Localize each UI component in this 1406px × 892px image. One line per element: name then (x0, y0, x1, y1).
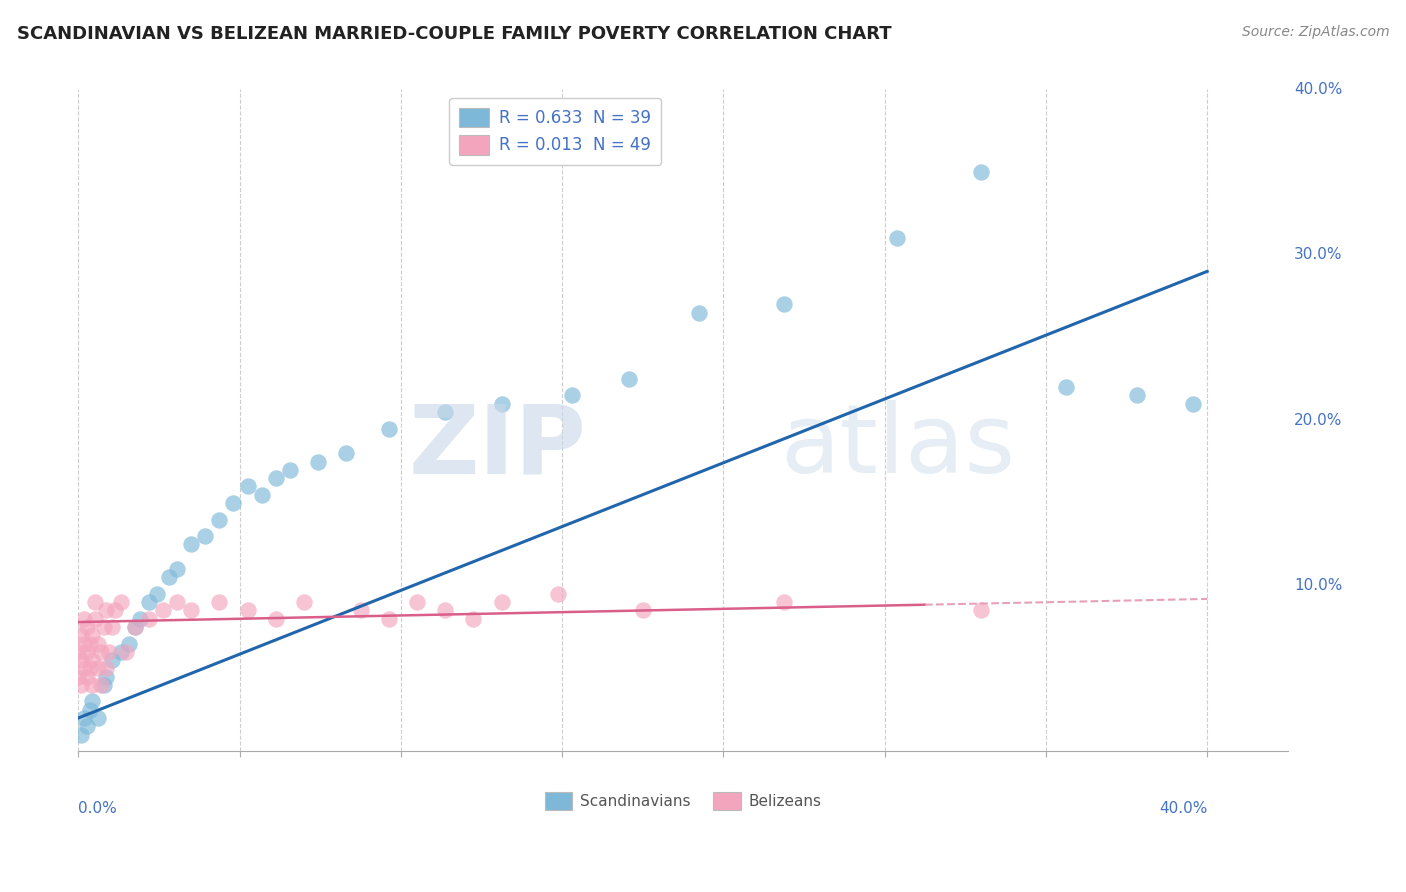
Point (208, 595, 231, 609)
Point (76, 645, 98, 659)
Point (236, 603, 259, 617)
Point (463, 612, 485, 626)
Point (124, 620, 146, 634)
Point (166, 595, 188, 609)
Point (87, 661, 110, 675)
Text: 0.0%: 0.0% (79, 801, 117, 816)
Point (82, 678, 104, 692)
Point (157, 570, 180, 584)
Text: 40.0%: 40.0% (1294, 82, 1343, 97)
Point (292, 595, 315, 609)
Point (1125, 388, 1147, 402)
Point (349, 603, 371, 617)
Point (688, 306, 710, 320)
Point (129, 612, 152, 626)
Point (124, 620, 146, 634)
Point (84, 612, 107, 626)
Text: 40.0%: 40.0% (1159, 801, 1208, 816)
Text: SCANDINAVIAN VS BELIZEAN MARRIED-COUPLE FAMILY POVERTY CORRELATION CHART: SCANDINAVIAN VS BELIZEAN MARRIED-COUPLE … (17, 25, 891, 43)
Point (90, 645, 112, 659)
Point (434, 405, 457, 419)
Point (76, 620, 98, 634)
Point (82, 694, 104, 708)
Point (101, 653, 124, 667)
Point (773, 595, 796, 609)
Point (96, 603, 118, 617)
Point (73, 637, 96, 651)
Point (73, 711, 96, 725)
Point (82, 653, 104, 667)
Point (335, 446, 357, 460)
Point (96, 670, 118, 684)
Text: atlas: atlas (780, 401, 1015, 493)
Point (146, 587, 169, 601)
Point (70, 628, 93, 642)
Point (76, 719, 98, 733)
Point (886, 231, 908, 245)
Point (236, 479, 259, 493)
Point (84, 595, 107, 609)
Point (180, 603, 202, 617)
Point (115, 645, 138, 659)
Point (166, 562, 188, 576)
Point (1182, 397, 1205, 411)
Point (79, 661, 101, 675)
Point (264, 612, 287, 626)
Point (67, 670, 90, 684)
Point (617, 372, 640, 386)
Point (970, 165, 993, 179)
Point (561, 388, 583, 402)
Point (93, 678, 115, 692)
Point (406, 595, 429, 609)
Point (250, 488, 273, 502)
Point (138, 612, 160, 626)
Text: 10.0%: 10.0% (1294, 578, 1343, 593)
Point (547, 587, 569, 601)
Point (264, 471, 287, 485)
Point (98, 645, 121, 659)
Point (222, 496, 245, 510)
Point (434, 603, 457, 617)
Point (110, 645, 132, 659)
Point (93, 620, 115, 634)
Legend: Scandinavians, Belizeans: Scandinavians, Belizeans (538, 787, 828, 816)
Text: 20.0%: 20.0% (1294, 413, 1343, 428)
Point (152, 603, 174, 617)
Point (82, 628, 104, 642)
Point (70, 653, 93, 667)
Point (90, 678, 112, 692)
Point (491, 595, 513, 609)
Point (377, 421, 399, 435)
Point (96, 661, 118, 675)
Point (118, 637, 141, 651)
Point (79, 703, 101, 717)
Point (631, 603, 654, 617)
Point (101, 620, 124, 634)
Point (70, 678, 93, 692)
Point (1054, 380, 1077, 394)
Point (138, 595, 160, 609)
Point (67, 645, 90, 659)
Point (208, 512, 231, 526)
Point (104, 603, 127, 617)
Point (76, 670, 98, 684)
Point (70, 728, 93, 742)
Point (110, 595, 132, 609)
Point (87, 637, 110, 651)
Point (773, 297, 796, 311)
Point (73, 612, 96, 626)
Point (87, 711, 110, 725)
Point (377, 612, 399, 626)
Point (278, 463, 301, 477)
Point (307, 454, 329, 468)
Text: 30.0%: 30.0% (1294, 247, 1343, 262)
Point (73, 661, 96, 675)
Text: Source: ZipAtlas.com: Source: ZipAtlas.com (1241, 25, 1389, 39)
Point (79, 637, 101, 651)
Point (194, 529, 217, 543)
Point (970, 603, 993, 617)
Point (180, 537, 202, 551)
Text: ZIP: ZIP (408, 401, 586, 493)
Point (491, 397, 513, 411)
